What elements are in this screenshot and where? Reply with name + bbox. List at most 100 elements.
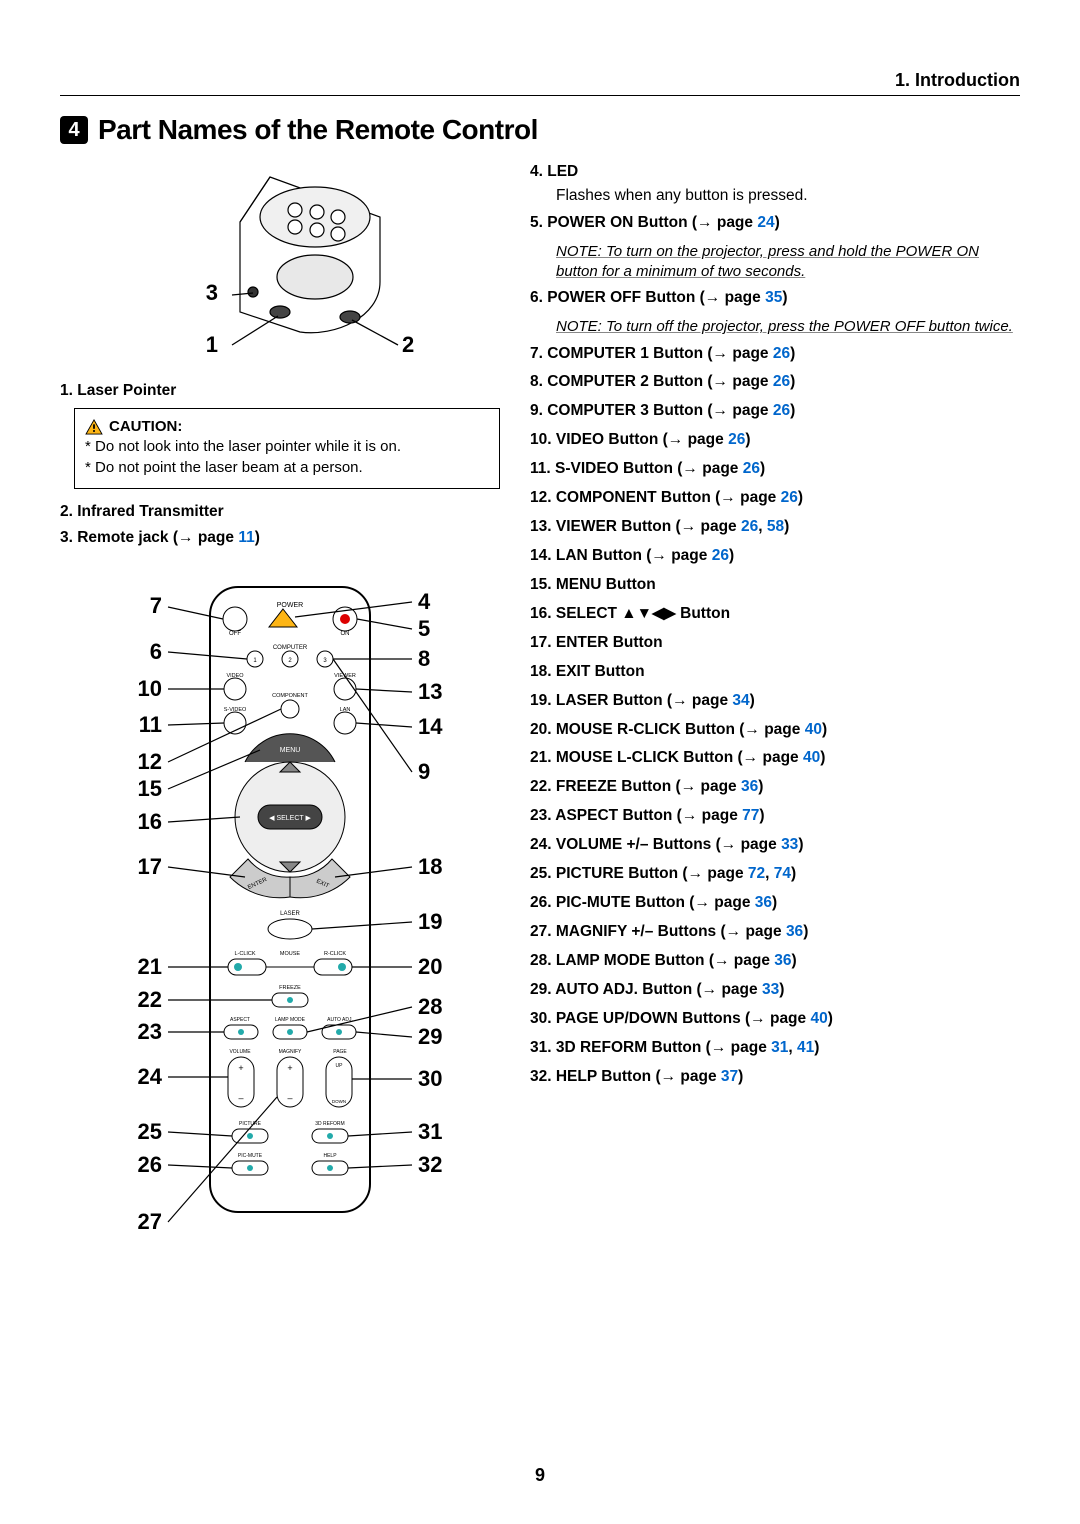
desc-item: 30. PAGE UP/DOWN Buttons (→ page 40) <box>530 1009 1020 1030</box>
page-link[interactable]: 36 <box>774 952 791 969</box>
desc-item: 15. MENU Button <box>530 575 1020 596</box>
page-link[interactable]: 24 <box>757 214 774 231</box>
svg-text:20: 20 <box>418 954 442 979</box>
page-link[interactable]: 11 <box>238 529 254 546</box>
caution-line-2: * Do not point the laser beam at a perso… <box>85 458 489 478</box>
svg-text:27: 27 <box>138 1209 162 1234</box>
svg-text:LAMP MODE: LAMP MODE <box>275 1017 306 1023</box>
page-link[interactable]: 26 <box>741 518 758 535</box>
page-link[interactable]: 26 <box>712 547 729 564</box>
page-link[interactable]: 34 <box>732 692 749 709</box>
svg-text:ON: ON <box>341 631 350 637</box>
page-link[interactable]: 36 <box>755 894 772 911</box>
desc-item: 12. COMPONENT Button (→ page 26) <box>530 488 1020 509</box>
page-link[interactable]: 26 <box>728 431 745 448</box>
page-link[interactable]: 26 <box>773 373 790 390</box>
desc-item: 25. PICTURE Button (→ page 72, 74) <box>530 864 1020 885</box>
svg-text:26: 26 <box>138 1152 162 1177</box>
desc-note: NOTE: To turn on the projector, press an… <box>530 242 1020 283</box>
svg-text:18: 18 <box>418 854 442 879</box>
desc-item: 4. LED <box>530 162 1020 183</box>
page-link[interactable]: 41 <box>797 1039 814 1056</box>
desc-item: 22. FREEZE Button (→ page 36) <box>530 777 1020 798</box>
svg-text:–: – <box>238 1093 243 1103</box>
svg-text:L-CLICK: L-CLICK <box>234 951 255 957</box>
page-link[interactable]: 77 <box>742 807 759 824</box>
svg-text:ASPECT: ASPECT <box>230 1017 250 1023</box>
svg-text:8: 8 <box>418 646 430 671</box>
svg-text:22: 22 <box>138 987 162 1012</box>
svg-text:17: 17 <box>138 854 162 879</box>
header-section: 1. Introduction <box>60 70 1020 96</box>
svg-text:11: 11 <box>139 712 162 737</box>
page-link[interactable]: 26 <box>773 402 790 419</box>
svg-text:3D REFORM: 3D REFORM <box>315 1121 344 1127</box>
page-title: Part Names of the Remote Control <box>98 114 538 146</box>
page-link[interactable]: 33 <box>781 836 798 853</box>
svg-text:30: 30 <box>418 1066 442 1091</box>
page-link[interactable]: 35 <box>765 289 782 306</box>
svg-text:3: 3 <box>206 280 218 305</box>
left-item-3-post: ) <box>255 529 260 546</box>
svg-text:+: + <box>238 1063 243 1073</box>
desc-item: 18. EXIT Button <box>530 662 1020 683</box>
page-link[interactable]: 36 <box>741 778 758 795</box>
svg-text:14: 14 <box>418 714 443 739</box>
page-link[interactable]: 36 <box>786 923 803 940</box>
desc-item: 11. S-VIDEO Button (→ page 26) <box>530 459 1020 480</box>
desc-item: 5. POWER ON Button (→ page 24) <box>530 213 1020 234</box>
page-link[interactable]: 40 <box>805 721 822 738</box>
desc-text: Flashes when any button is pressed. <box>530 187 1020 205</box>
desc-item: 26. PIC-MUTE Button (→ page 36) <box>530 893 1020 914</box>
page-link[interactable]: 26 <box>781 489 798 506</box>
desc-item: 16. SELECT ▲▼◀▶ Button <box>530 604 1020 625</box>
desc-item: 19. LASER Button (→ page 34) <box>530 691 1020 712</box>
remote-main-diagram: POWER OFF ON COMPUTER 1 2 3 VIDEO VIEWER… <box>80 567 480 1247</box>
svg-text:1: 1 <box>206 332 218 357</box>
page-link[interactable]: 40 <box>810 1010 827 1027</box>
page-link[interactable]: 26 <box>743 460 760 477</box>
svg-text:UP: UP <box>336 1063 344 1069</box>
left-item-3: 3. Remote jack (→ page 11) <box>60 529 500 547</box>
svg-text:VOLUME: VOLUME <box>229 1049 251 1055</box>
content-columns: 3 1 2 1. Laser Pointer CAUTION: * Do not… <box>60 162 1020 1257</box>
svg-text:+: + <box>287 1063 292 1073</box>
desc-item: 32. HELP Button (→ page 37) <box>530 1067 1020 1088</box>
caution-title: CAUTION: <box>109 417 182 437</box>
svg-text:19: 19 <box>418 909 442 934</box>
svg-text:MOUSE: MOUSE <box>280 951 301 957</box>
page-link[interactable]: 58 <box>767 518 784 535</box>
left-column: 3 1 2 1. Laser Pointer CAUTION: * Do not… <box>60 162 500 1257</box>
page-link[interactable]: 33 <box>762 981 779 998</box>
page-link[interactable]: 40 <box>803 749 820 766</box>
warning-icon <box>85 419 103 435</box>
svg-text:PICTURE: PICTURE <box>239 1121 262 1127</box>
page-link[interactable]: 74 <box>774 865 791 882</box>
svg-text:4: 4 <box>418 589 431 614</box>
svg-text:32: 32 <box>418 1152 442 1177</box>
page-link[interactable]: 31 <box>771 1039 788 1056</box>
caution-line-1: * Do not look into the laser pointer whi… <box>85 437 489 457</box>
svg-text:OFF: OFF <box>229 631 241 637</box>
svg-text:–: – <box>287 1093 292 1103</box>
svg-text:PIC-MUTE: PIC-MUTE <box>238 1153 263 1159</box>
page-link[interactable]: 37 <box>721 1068 738 1085</box>
svg-text:MAGNIFY: MAGNIFY <box>279 1049 302 1055</box>
desc-item: 10. VIDEO Button (→ page 26) <box>530 430 1020 451</box>
page-link[interactable]: 72 <box>748 865 765 882</box>
svg-text:9: 9 <box>418 759 430 784</box>
svg-text:DOWN: DOWN <box>332 1099 346 1104</box>
desc-item: 7. COMPUTER 1 Button (→ page 26) <box>530 344 1020 365</box>
desc-item: 6. POWER OFF Button (→ page 35) <box>530 288 1020 309</box>
svg-text:29: 29 <box>418 1024 442 1049</box>
left-item-2: 2. Infrared Transmitter <box>60 503 500 521</box>
svg-text:15: 15 <box>138 776 162 801</box>
page-link[interactable]: 26 <box>773 345 790 362</box>
svg-text:7: 7 <box>150 593 162 618</box>
svg-text:COMPUTER: COMPUTER <box>273 645 308 651</box>
desc-item: 24. VOLUME +/– Buttons (→ page 33) <box>530 835 1020 856</box>
desc-item: 27. MAGNIFY +/– Buttons (→ page 36) <box>530 922 1020 943</box>
desc-item: 28. LAMP MODE Button (→ page 36) <box>530 951 1020 972</box>
caution-box: CAUTION: * Do not look into the laser po… <box>74 408 500 489</box>
svg-text:◀ SELECT ▶: ◀ SELECT ▶ <box>269 815 311 822</box>
